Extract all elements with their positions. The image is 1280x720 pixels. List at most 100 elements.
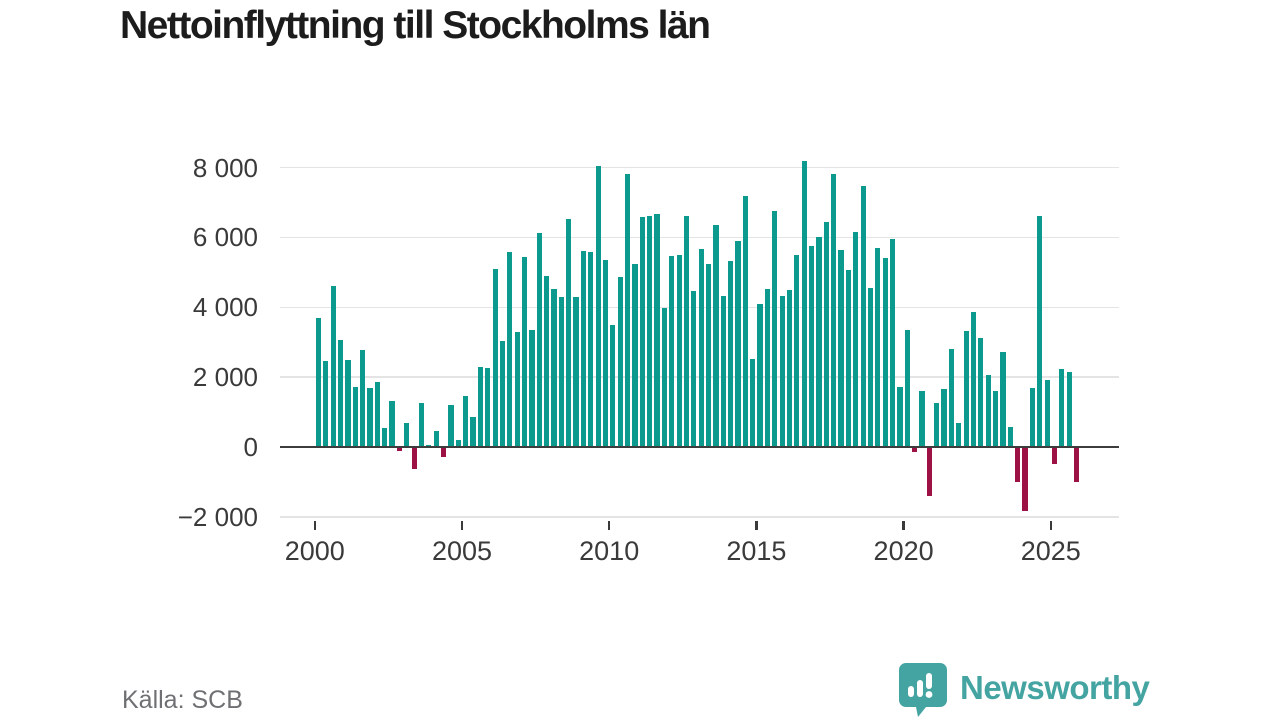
bar-2014-Q1 (728, 261, 734, 447)
bar-2003-Q1 (404, 422, 410, 447)
bar-2001-Q4 (367, 387, 373, 447)
bar-2013-Q1 (698, 249, 704, 447)
x-axis-tick-2010 (607, 521, 611, 530)
bar-2017-Q2 (823, 222, 829, 447)
bar-2015-Q2 (764, 289, 771, 447)
bar-2019-Q4 (897, 386, 903, 447)
bar-2002-Q1 (374, 381, 380, 447)
bar-2008-Q4 (573, 297, 579, 447)
y-axis-label-2000: 2 000 (192, 362, 258, 393)
bar-2005-Q4 (485, 368, 491, 447)
bar-2011-Q2 (647, 215, 653, 447)
bar-2018-Q1 (845, 269, 851, 447)
bar-2022-Q1 (963, 331, 969, 447)
bar-2010-Q1 (610, 324, 616, 447)
bar-2014-Q2 (735, 240, 741, 447)
x-axis-tick-2005 (460, 521, 464, 530)
bar-2011-Q3 (654, 213, 660, 447)
bar-2024-Q1 (1022, 447, 1028, 511)
bar-2004-Q3 (448, 405, 454, 447)
bar-2016-Q2 (794, 254, 800, 447)
newsworthy-logo-icon (899, 663, 947, 717)
bar-2001-Q3 (360, 350, 366, 447)
bar-2007-Q3 (536, 232, 542, 447)
y-axis-label-6000: 6 000 (192, 222, 258, 253)
x-axis-label-2000: 2000 (284, 536, 345, 566)
bar-2004-Q1 (433, 430, 439, 447)
gridline--2000 (280, 516, 1119, 518)
bar-2013-Q2 (705, 264, 712, 447)
gridline-6000 (280, 236, 1119, 239)
bar-2021-Q1 (934, 402, 940, 447)
bar-2000-Q2 (323, 361, 329, 447)
bar-2004-Q4 (455, 440, 461, 447)
zero-axis-line (280, 445, 1119, 449)
y-axis-label-4000: 4 000 (192, 292, 258, 323)
bar-2009-Q4 (602, 259, 609, 447)
bar-2012-Q3 (683, 215, 690, 447)
bar-2002-Q4 (396, 447, 403, 452)
bar-2010-Q2 (617, 276, 623, 447)
bar-2005-Q2 (470, 417, 476, 447)
bar-2018-Q3 (860, 186, 866, 447)
bar-2018-Q2 (853, 231, 859, 447)
bar-2013-Q3 (713, 224, 719, 447)
bar-2001-Q2 (352, 386, 358, 447)
x-axis-tick-2000 (313, 521, 317, 530)
bar-2006-Q1 (492, 268, 498, 447)
x-axis-tick-2015 (755, 521, 758, 530)
bar-2004-Q2 (441, 447, 447, 458)
bar-2006-Q4 (514, 332, 520, 447)
bar-2009-Q1 (580, 250, 587, 447)
bar-2017-Q3 (831, 174, 837, 447)
x-axis-label-2015: 2015 (726, 536, 787, 566)
bar-2025-Q4 (1073, 447, 1080, 483)
newsworthy-logo-text: Newsworthy (960, 669, 1150, 706)
bar-2005-Q1 (463, 395, 469, 447)
bar-2009-Q2 (588, 252, 594, 447)
bar-2023-Q2 (1000, 351, 1006, 447)
bar-2024-Q2 (1029, 387, 1035, 447)
bar-2003-Q2 (411, 447, 417, 469)
bar-2001-Q1 (345, 360, 351, 447)
bar-2002-Q3 (389, 401, 395, 447)
bar-2007-Q4 (544, 275, 550, 447)
bar-2012-Q4 (691, 291, 697, 447)
x-axis-tick-2020 (902, 521, 905, 530)
bar-2014-Q3 (742, 195, 748, 447)
bar-2019-Q3 (889, 238, 896, 447)
bar-2023-Q3 (1007, 427, 1013, 447)
bar-2008-Q1 (551, 288, 557, 447)
x-axis-label-2005: 2005 (431, 536, 493, 566)
y-axis-label--2000: −2 000 (177, 501, 258, 532)
bar-2025-Q3 (1066, 372, 1072, 447)
bar-2006-Q3 (507, 251, 513, 447)
bar-2013-Q4 (720, 296, 726, 447)
bar-2024-Q3 (1037, 215, 1043, 447)
x-axis-label-2020: 2020 (873, 536, 934, 566)
newsworthy-logo: Newsworthy (898, 662, 1150, 718)
bar-2002-Q2 (382, 427, 388, 447)
bar-2021-Q4 (956, 422, 962, 447)
bar-2012-Q1 (669, 255, 675, 447)
bar-2020-Q2 (912, 447, 918, 452)
bar-2016-Q1 (786, 289, 793, 447)
bar-2019-Q2 (882, 258, 888, 447)
bar-2012-Q2 (676, 255, 682, 447)
bar-2005-Q3 (477, 366, 483, 447)
bar-2015-Q3 (772, 211, 778, 447)
x-axis-label-2025: 2025 (1020, 536, 1081, 566)
bar-2014-Q4 (750, 358, 756, 447)
bar-2008-Q2 (558, 297, 564, 447)
bar-2017-Q4 (838, 250, 844, 447)
bar-2023-Q1 (993, 390, 999, 447)
x-axis-tick-2025 (1049, 521, 1053, 530)
chart-title: Nettoinflyttning till Stockholms län (120, 4, 711, 47)
bar-2010-Q3 (625, 173, 631, 447)
bar-2025-Q2 (1059, 369, 1065, 447)
bar-2003-Q3 (418, 403, 425, 447)
bar-2018-Q4 (867, 288, 874, 447)
bar-2020-Q4 (926, 447, 932, 496)
